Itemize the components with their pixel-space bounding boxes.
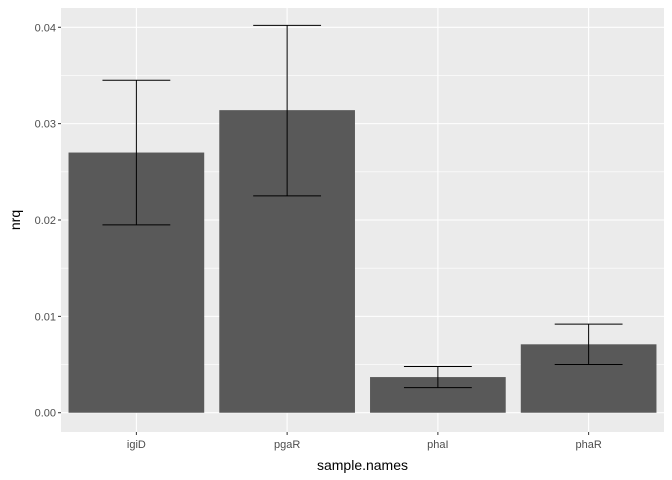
- y-axis-title: nrq: [7, 210, 23, 230]
- x-tick-label: pgaR: [274, 439, 300, 451]
- x-tick-label: igiD: [127, 439, 146, 451]
- y-axis-ticks: 0.00 0.01 0.02 0.03 0.04: [35, 22, 61, 420]
- error-bars: [102, 24, 623, 389]
- errorbar-igiD: [102, 79, 171, 226]
- errorbar-pgaR: [253, 24, 322, 197]
- x-tick-label: phaR: [575, 439, 601, 451]
- y-tick-label: 0.03: [35, 119, 56, 131]
- y-tick-label: 0.01: [35, 311, 56, 323]
- y-tick-label: 0.02: [35, 215, 56, 227]
- y-tick-label: 0.00: [35, 408, 56, 420]
- x-axis-ticks: igiD pgaR phaI phaR: [127, 432, 602, 451]
- x-axis-title: sample.names: [317, 457, 408, 473]
- errorbar-phaR: [554, 323, 623, 366]
- errorbar-phaI: [403, 365, 472, 389]
- y-tick-label: 0.04: [35, 22, 56, 34]
- x-tick-label: phaI: [427, 439, 448, 451]
